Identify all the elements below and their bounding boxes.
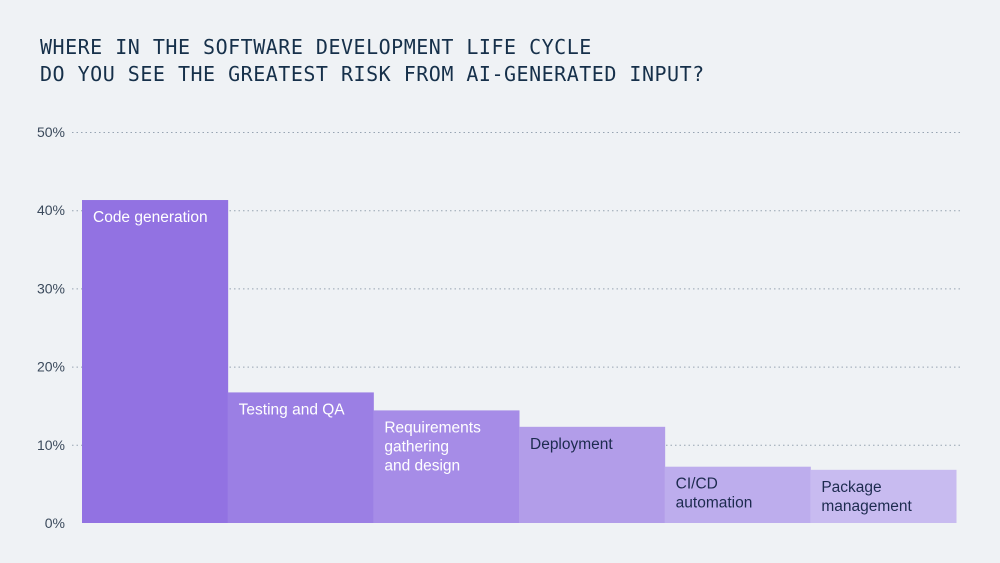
bar (373, 410, 520, 523)
bars (82, 200, 957, 523)
y-tick-label: 30% (37, 280, 65, 296)
bar (810, 469, 957, 523)
bar (227, 392, 374, 523)
chart-title-line-1: WHERE IN THE SOFTWARE DEVELOPMENT LIFE C… (40, 35, 592, 59)
bar (519, 426, 666, 523)
bar-label: Code generation (93, 209, 208, 226)
bar-label: Testing and QA (239, 401, 346, 418)
chart-title-line-2: DO YOU SEE THE GREATEST RISK FROM AI-GEN… (40, 62, 705, 86)
bar-label: Requirements gathering and design (384, 419, 481, 474)
bar-labels: Code generation Testing and QA Requirement… (93, 209, 912, 515)
y-tick-label: 0% (45, 515, 65, 531)
y-tick-label: 40% (37, 202, 65, 218)
y-tick-label: 50% (37, 124, 65, 140)
bar-label: Deployment (530, 436, 613, 453)
bar-label: Package management (821, 479, 912, 515)
bar-label: CI/CD automation (676, 476, 753, 512)
y-tick-label: 20% (37, 359, 65, 375)
bar (82, 200, 229, 523)
chart-title: WHERE IN THE SOFTWARE DEVELOPMENT LIFE C… (40, 34, 705, 88)
y-tick-label: 10% (37, 437, 65, 453)
bar (664, 466, 811, 523)
y-axis-ticks: 0% 10% 20% 30% 40% 50% (37, 124, 65, 531)
